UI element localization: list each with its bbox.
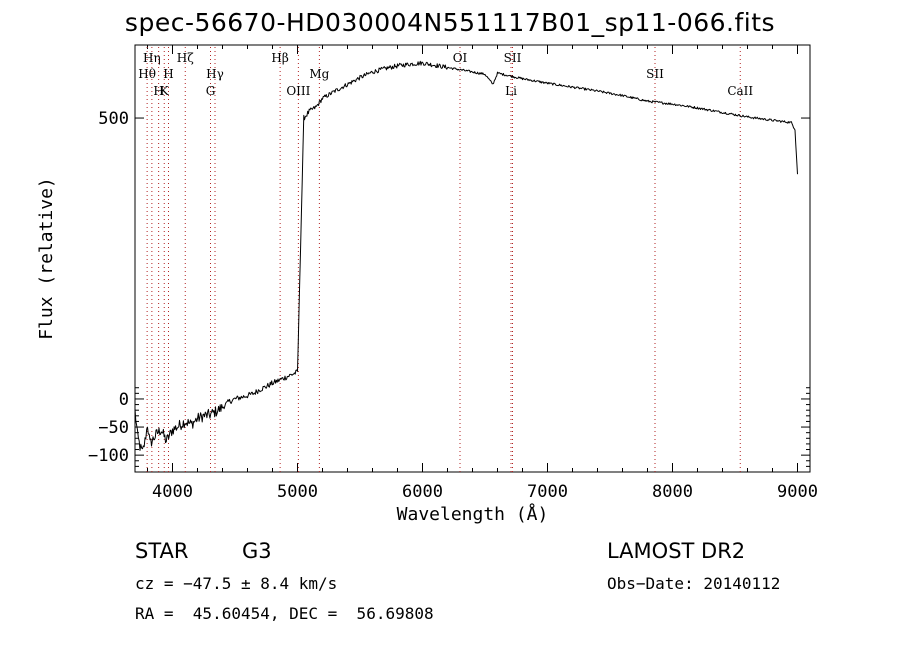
subclass: G3 (242, 539, 272, 563)
spectral-line-label: OI (453, 51, 468, 65)
spectral-line-label: Li (505, 84, 517, 98)
x-axis-label: Wavelength (Å) (397, 503, 549, 525)
x-tick-label: 4000 (152, 482, 193, 502)
spectral-line-label: SII (504, 51, 522, 65)
spectral-line-label: G (206, 84, 216, 98)
redshift-text: cz = −47.5 ± 8.4 km/s (135, 574, 338, 593)
x-tick-label: 6000 (402, 482, 443, 502)
y-tick-label: 500 (98, 109, 129, 129)
spectral-line-label: CaII (727, 84, 753, 98)
x-tick-label: 7000 (527, 482, 568, 502)
spectral-line-label: H (163, 67, 173, 81)
y-axis-label: Flux (relative) (36, 177, 57, 340)
spectral-line-label: Hθ (138, 67, 156, 81)
spectral-line-label: Hγ (206, 67, 224, 81)
y-tick-label: −50 (98, 418, 129, 438)
spectral-line-label: H (153, 84, 163, 98)
spectral-line-label: Hζ (177, 51, 194, 65)
spectral-line-label: Hη (143, 51, 161, 65)
x-tick-label: 9000 (777, 482, 818, 502)
y-tick-label: −100 (88, 446, 129, 466)
spectral-line-label: K (160, 84, 170, 98)
survey-name: LAMOST DR2 (607, 539, 746, 563)
coordinates: RA = 45.60454, DEC = 56.69808 (135, 604, 434, 623)
spectral-line-label: Mg (309, 67, 329, 81)
spectrum-line (134, 60, 798, 451)
spectral-line-label: Hβ (271, 51, 288, 65)
y-tick-label: 0 (119, 390, 129, 410)
obs-date: Obs−Date: 20140112 (607, 574, 781, 593)
chart-title: spec-56670-HD030004N551117B01_sp11-066.f… (124, 8, 776, 37)
spectral-line-label: SII (646, 67, 664, 81)
plot-frame (134, 44, 811, 473)
spectral-line-label: OIII (286, 84, 310, 98)
x-tick-label: 5000 (277, 482, 318, 502)
x-tick-label: 8000 (652, 482, 693, 502)
object-class: STAR (135, 539, 189, 563)
